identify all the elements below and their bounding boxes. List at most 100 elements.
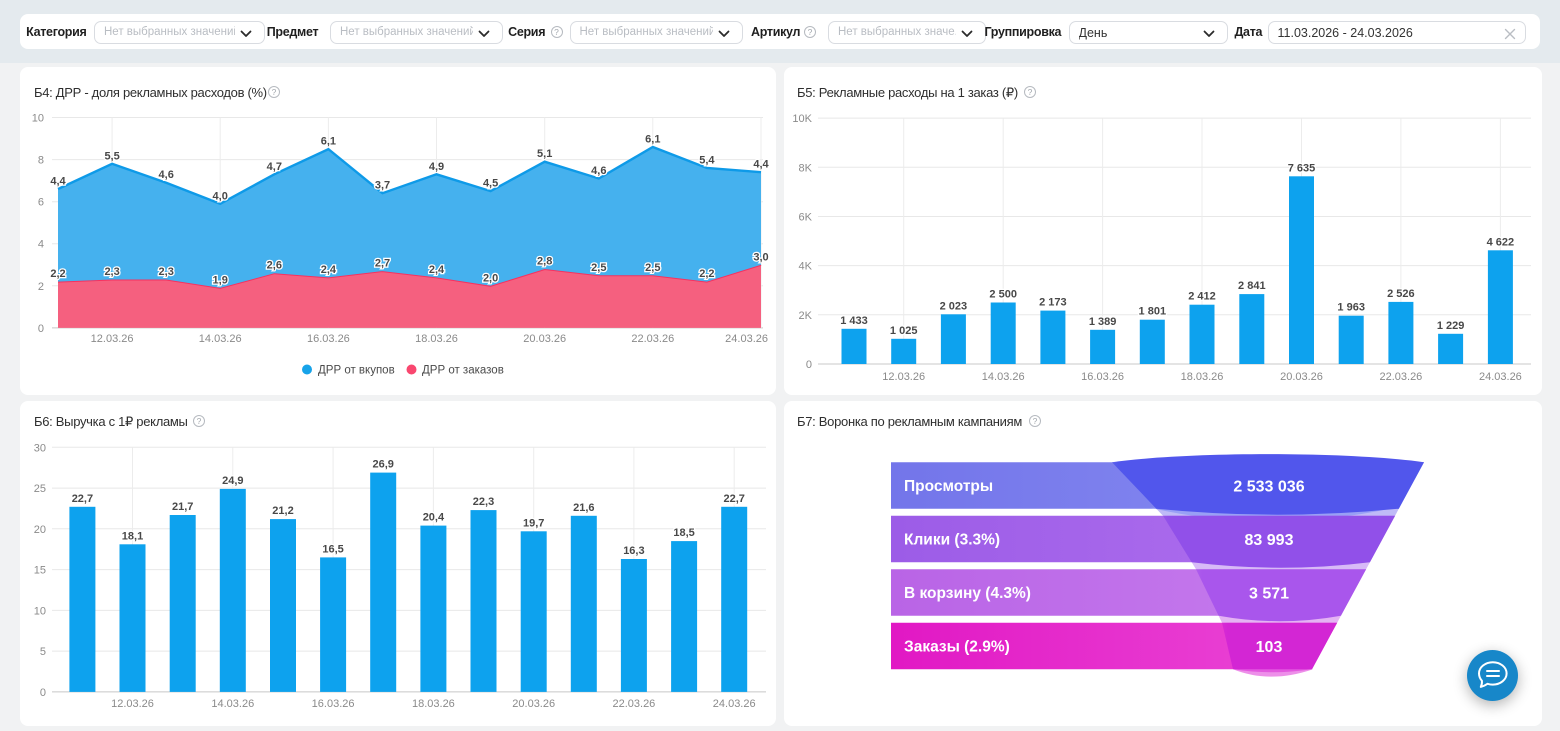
svg-text:16,5: 16,5	[322, 543, 343, 555]
svg-text:12.03.26: 12.03.26	[91, 333, 134, 345]
svg-text:ДРР от вкупов: ДРР от вкупов	[318, 365, 395, 377]
svg-text:2,5: 2,5	[591, 262, 606, 274]
svg-text:4,4: 4,4	[753, 159, 769, 171]
svg-text:4K: 4K	[799, 261, 813, 273]
svg-text:4 622: 4 622	[1487, 236, 1515, 248]
svg-text:1 963: 1 963	[1337, 302, 1365, 314]
svg-text:ДРР от заказов: ДРР от заказов	[422, 365, 504, 377]
svg-text:24.03.26: 24.03.26	[725, 333, 768, 345]
svg-text:0: 0	[806, 359, 812, 371]
svg-text:18.03.26: 18.03.26	[415, 333, 458, 345]
svg-text:22.03.26: 22.03.26	[1379, 371, 1422, 383]
svg-text:2 526: 2 526	[1387, 288, 1415, 300]
svg-text:20,4: 20,4	[423, 512, 445, 524]
svg-text:10: 10	[34, 605, 46, 617]
svg-text:6,1: 6,1	[645, 134, 660, 146]
svg-text:4,6: 4,6	[591, 165, 606, 177]
svg-text:16.03.26: 16.03.26	[307, 333, 350, 345]
svg-text:8: 8	[38, 155, 44, 167]
svg-text:1 389: 1 389	[1089, 316, 1117, 328]
svg-text:18,5: 18,5	[673, 527, 694, 539]
svg-text:103: 103	[1256, 639, 1283, 656]
svg-text:4,9: 4,9	[429, 161, 444, 173]
svg-text:1 025: 1 025	[890, 325, 918, 337]
svg-text:7 635: 7 635	[1288, 162, 1316, 174]
svg-text:4,6: 4,6	[159, 169, 174, 181]
svg-text:4: 4	[38, 239, 44, 251]
svg-text:15: 15	[34, 565, 46, 577]
svg-text:16.03.26: 16.03.26	[312, 698, 355, 710]
svg-text:10K: 10K	[792, 113, 812, 125]
svg-text:30: 30	[34, 442, 46, 454]
svg-text:2,2: 2,2	[699, 268, 714, 280]
svg-text:3,0: 3,0	[753, 251, 768, 263]
svg-text:4,0: 4,0	[213, 190, 228, 202]
svg-text:24.03.26: 24.03.26	[713, 698, 756, 710]
svg-text:10: 10	[32, 113, 44, 125]
svg-text:2,3: 2,3	[159, 266, 174, 278]
svg-text:Просмотры: Просмотры	[904, 478, 993, 495]
svg-text:2 500: 2 500	[989, 289, 1017, 301]
svg-text:3 571: 3 571	[1249, 586, 1289, 603]
svg-text:4,7: 4,7	[267, 161, 282, 173]
svg-text:26,9: 26,9	[372, 459, 393, 471]
svg-text:1 801: 1 801	[1139, 306, 1167, 318]
svg-text:6K: 6K	[799, 212, 813, 224]
svg-text:6,1: 6,1	[321, 136, 336, 148]
svg-text:22,7: 22,7	[72, 493, 93, 505]
svg-text:2,3: 2,3	[104, 266, 119, 278]
svg-text:2,5: 2,5	[645, 262, 660, 274]
svg-text:22,3: 22,3	[473, 496, 494, 508]
svg-text:2,0: 2,0	[483, 272, 498, 284]
svg-text:21,6: 21,6	[573, 502, 594, 514]
svg-text:5,1: 5,1	[537, 148, 552, 160]
svg-text:16,3: 16,3	[623, 545, 644, 557]
svg-text:Клики (3.3%): Клики (3.3%)	[904, 532, 1000, 549]
svg-text:12.03.26: 12.03.26	[882, 371, 925, 383]
svg-text:2K: 2K	[799, 310, 813, 322]
svg-text:24.03.26: 24.03.26	[1479, 371, 1522, 383]
svg-text:2: 2	[38, 281, 44, 293]
svg-text:2 023: 2 023	[940, 300, 968, 312]
svg-text:5,4: 5,4	[699, 155, 715, 167]
svg-text:16.03.26: 16.03.26	[1081, 371, 1124, 383]
svg-text:20.03.26: 20.03.26	[1280, 371, 1323, 383]
svg-text:В корзину (4.3%): В корзину (4.3%)	[904, 585, 1031, 602]
svg-text:83 993: 83 993	[1245, 532, 1294, 549]
svg-text:19,7: 19,7	[523, 517, 544, 529]
svg-text:20.03.26: 20.03.26	[512, 698, 555, 710]
svg-text:20.03.26: 20.03.26	[523, 333, 566, 345]
svg-text:6: 6	[38, 197, 44, 209]
svg-text:8K: 8K	[799, 162, 813, 174]
svg-text:18.03.26: 18.03.26	[1181, 371, 1224, 383]
svg-text:1,9: 1,9	[213, 274, 228, 286]
svg-text:20: 20	[34, 524, 46, 536]
svg-text:12.03.26: 12.03.26	[111, 698, 154, 710]
svg-text:14.03.26: 14.03.26	[982, 371, 1025, 383]
svg-text:4,4: 4,4	[50, 176, 66, 188]
svg-text:18.03.26: 18.03.26	[412, 698, 455, 710]
svg-text:2 533 036: 2 533 036	[1233, 478, 1304, 495]
svg-text:3,7: 3,7	[375, 180, 390, 192]
svg-text:4,5: 4,5	[483, 178, 498, 190]
svg-text:22.03.26: 22.03.26	[631, 333, 674, 345]
svg-text:2,2: 2,2	[50, 268, 65, 280]
svg-text:2 412: 2 412	[1188, 291, 1216, 303]
svg-text:0: 0	[40, 687, 46, 699]
svg-text:21,7: 21,7	[172, 501, 193, 513]
svg-text:22.03.26: 22.03.26	[612, 698, 655, 710]
svg-text:22,7: 22,7	[723, 493, 744, 505]
svg-text:25: 25	[34, 483, 46, 495]
svg-text:5,5: 5,5	[104, 150, 119, 162]
svg-text:2,4: 2,4	[429, 264, 445, 276]
svg-text:21,2: 21,2	[272, 505, 293, 517]
svg-text:1 433: 1 433	[840, 315, 868, 327]
svg-text:24,9: 24,9	[222, 475, 243, 487]
svg-text:5: 5	[40, 646, 46, 658]
svg-text:0: 0	[38, 323, 44, 335]
svg-text:Заказы (2.9%): Заказы (2.9%)	[904, 639, 1010, 656]
svg-text:2 173: 2 173	[1039, 297, 1067, 309]
svg-text:2,8: 2,8	[537, 256, 552, 268]
svg-text:18,1: 18,1	[122, 530, 143, 542]
svg-text:14.03.26: 14.03.26	[211, 698, 254, 710]
